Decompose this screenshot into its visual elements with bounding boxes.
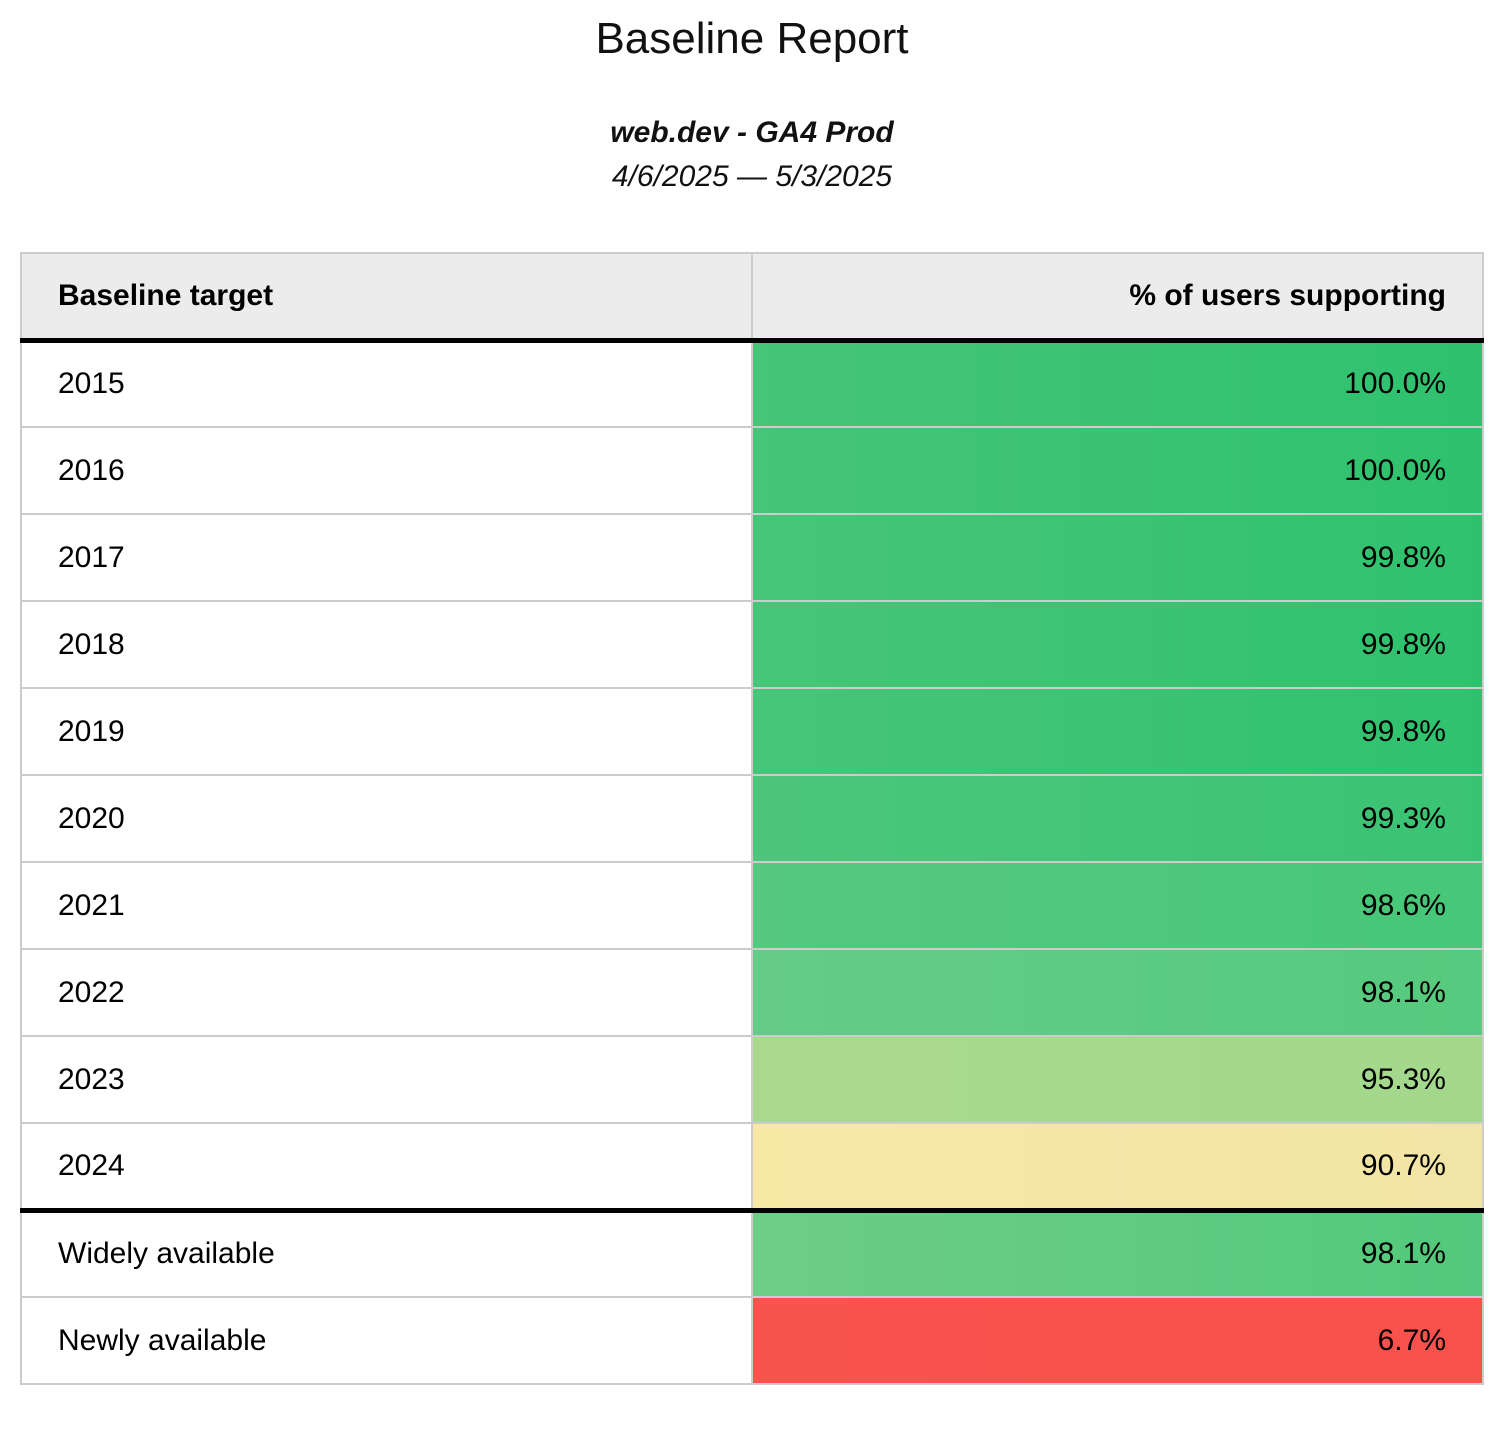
- table-header: Baseline target % of users supporting: [21, 253, 1483, 343]
- baseline-report-page: Baseline Report web.dev - GA4 Prod 4/6/2…: [0, 14, 1504, 1440]
- table-row: 2020 99.3%: [21, 774, 1483, 862]
- baseline-table: Baseline target % of users supporting 20…: [20, 252, 1484, 1385]
- header-row: Baseline target % of users supporting: [21, 253, 1483, 343]
- target-cell: 2018: [21, 600, 753, 688]
- target-cell: 2024: [21, 1122, 753, 1213]
- table-row: 2017 99.8%: [21, 513, 1483, 601]
- table-body: 2015 100.0% 2016 100.0% 2017 99.8% 2018 …: [21, 340, 1483, 1384]
- target-cell: 2017: [21, 513, 753, 601]
- table-row: 2018 99.8%: [21, 600, 1483, 688]
- target-cell: Widely available: [21, 1209, 753, 1297]
- target-cell: 2023: [21, 1035, 753, 1123]
- value-cell: 98.1%: [752, 948, 1483, 1036]
- target-cell: 2022: [21, 948, 753, 1036]
- value-cell: 98.1%: [752, 1209, 1483, 1297]
- table-row: 2019 99.8%: [21, 687, 1483, 775]
- table-row: 2016 100.0%: [21, 426, 1483, 514]
- table-row: 2022 98.1%: [21, 948, 1483, 1036]
- value-cell: 98.6%: [752, 861, 1483, 949]
- target-cell: 2015: [21, 340, 753, 427]
- value-cell: 100.0%: [752, 340, 1483, 427]
- report-subtitle: web.dev - GA4 Prod: [610, 116, 894, 149]
- column-header-baseline-target: Baseline target: [21, 253, 753, 343]
- target-cell: Newly available: [21, 1296, 753, 1384]
- value-cell: 99.8%: [752, 600, 1483, 688]
- table-row: 2023 95.3%: [21, 1035, 1483, 1123]
- report-date-range: 4/6/2025 — 5/3/2025: [611, 160, 893, 193]
- page-title: Baseline Report: [595, 14, 909, 63]
- value-cell: 100.0%: [752, 426, 1483, 514]
- column-header-percent-users-supporting: % of users supporting: [752, 253, 1483, 343]
- table-row: Newly available 6.7%: [21, 1296, 1483, 1384]
- value-cell: 95.3%: [752, 1035, 1483, 1123]
- target-cell: 2020: [21, 774, 753, 862]
- table-row: 2021 98.6%: [21, 861, 1483, 949]
- value-cell: 99.8%: [752, 687, 1483, 775]
- value-cell: 90.7%: [752, 1122, 1483, 1213]
- value-cell: 99.8%: [752, 513, 1483, 601]
- target-cell: 2016: [21, 426, 753, 514]
- value-cell: 6.7%: [752, 1296, 1483, 1384]
- target-cell: 2019: [21, 687, 753, 775]
- value-cell: 99.3%: [752, 774, 1483, 862]
- table-row: Widely available 98.1%: [21, 1209, 1483, 1297]
- table-row: 2015 100.0%: [21, 340, 1483, 427]
- target-cell: 2021: [21, 861, 753, 949]
- table-row: 2024 90.7%: [21, 1122, 1483, 1213]
